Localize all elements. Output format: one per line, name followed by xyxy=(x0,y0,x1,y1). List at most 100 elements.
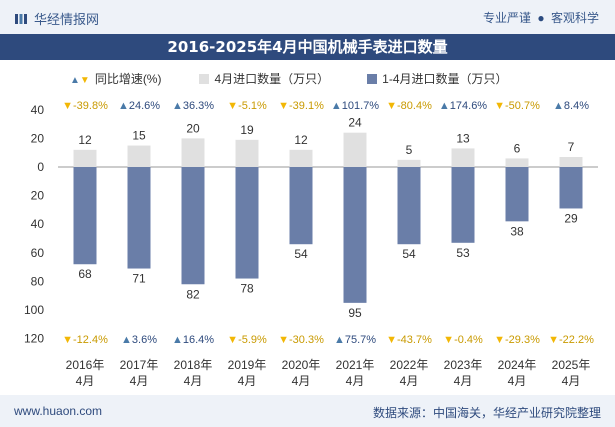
legend-cumulative-label: 1-4月进口数量（万只） xyxy=(382,72,508,86)
x-tick-label: 4月 xyxy=(184,374,203,388)
data-label-april: 19 xyxy=(240,123,254,137)
data-label-april: 7 xyxy=(568,140,575,154)
data-label-cumulative: 54 xyxy=(402,247,416,261)
data-label-april: 5 xyxy=(406,143,413,157)
x-tick-label: 2024年 xyxy=(498,358,537,372)
data-label-april: 24 xyxy=(348,116,362,130)
x-tick-label: 2021年 xyxy=(336,358,375,372)
april-growth-label: ▼-50.7% xyxy=(494,100,540,112)
legend: ▲▼ 同比增速(%) 4月进口数量（万只） 1-4月进口数量（万只） xyxy=(70,70,508,87)
april-growth-label: ▲101.7% xyxy=(331,100,379,112)
legend-april: 4月进口数量（万只） xyxy=(199,70,329,87)
bar-april xyxy=(505,158,529,167)
april-growth-label: ▼-39.1% xyxy=(278,100,324,112)
x-tick-label: 4月 xyxy=(454,374,473,388)
data-label-april: 12 xyxy=(294,133,308,147)
legend-cumulative-swatch xyxy=(367,73,378,84)
bar-cumulative xyxy=(397,167,421,245)
x-tick-label: 4月 xyxy=(130,374,149,388)
cumulative-growth-label: ▲75.7% xyxy=(334,334,376,346)
bar-cumulative xyxy=(127,167,151,269)
tagline-right: 客观科学 xyxy=(550,11,599,25)
x-tick-label: 2023年 xyxy=(444,358,483,372)
header-bar: 华经情报网 专业严谨 ● 客观科学 xyxy=(0,0,615,34)
cumulative-growth-label: ▼-12.4% xyxy=(62,334,108,346)
bar-cumulative xyxy=(289,167,313,245)
x-tick-label: 2019年 xyxy=(228,358,267,372)
data-label-cumulative: 38 xyxy=(510,224,524,238)
april-growth-label: ▲24.6% xyxy=(118,100,160,112)
x-tick-label: 2022年 xyxy=(390,358,429,372)
chart-area: 40 20 0 20 40 60 80 100 120 12 68 ▼-39.8% ▼-12.4% 201… xyxy=(24,100,598,388)
data-label-april: 13 xyxy=(456,131,470,145)
cumulative-growth-label: ▼-30.3% xyxy=(278,334,324,346)
brand-logo-icon xyxy=(15,13,27,24)
data-label-cumulative: 71 xyxy=(132,272,146,286)
dot-separator-icon: ● xyxy=(537,11,545,25)
bar-april xyxy=(343,132,367,167)
y-tick-label: 120 xyxy=(24,332,44,346)
bar-cumulative xyxy=(73,167,97,265)
x-tick-label: 4月 xyxy=(292,374,311,388)
bar-april xyxy=(451,148,475,167)
bar-april xyxy=(181,138,205,167)
legend-triangle-icon: ▲▼ xyxy=(70,74,90,86)
data-label-cumulative: 82 xyxy=(186,287,200,301)
y-tick-label: 20 xyxy=(31,189,45,203)
y-tick-label: 20 xyxy=(31,131,45,145)
x-tick-label: 2025年 xyxy=(552,358,591,372)
bar-april xyxy=(127,145,151,167)
data-label-cumulative: 54 xyxy=(294,247,308,261)
bar-april xyxy=(289,149,313,167)
april-growth-label: ▼-39.8% xyxy=(62,100,108,112)
legend-growth: ▲▼ 同比增速(%) xyxy=(70,70,161,87)
x-tick-label: 4月 xyxy=(76,374,95,388)
tagline: 专业严谨 ● 客观科学 xyxy=(483,9,599,26)
cumulative-growth-label: ▼-43.7% xyxy=(386,334,432,346)
legend-cumulative: 1-4月进口数量（万只） xyxy=(367,70,508,87)
brand-name: 华经情报网 xyxy=(34,12,100,27)
april-growth-label: ▼-5.1% xyxy=(227,100,267,112)
bar-cumulative xyxy=(343,167,367,303)
data-label-cumulative: 78 xyxy=(240,282,254,296)
title-bar: 2016-2025年4月中国机械手表进口数量 xyxy=(0,34,615,60)
y-tick-label: 40 xyxy=(31,217,45,231)
chart-title: 2016-2025年4月中国机械手表进口数量 xyxy=(167,38,448,56)
footer-url[interactable]: www.huaon.com xyxy=(14,404,103,418)
data-label-april: 12 xyxy=(78,133,92,147)
data-label-cumulative: 29 xyxy=(564,211,578,225)
bar-cumulative xyxy=(505,167,529,222)
cumulative-growth-label: ▼-29.3% xyxy=(494,334,540,346)
april-growth-label: ▲174.6% xyxy=(439,100,487,112)
bar-cumulative xyxy=(559,167,583,209)
cumulative-growth-label: ▼-5.9% xyxy=(227,334,267,346)
bar-april xyxy=(235,139,259,167)
data-label-cumulative: 95 xyxy=(348,306,362,320)
x-tick-label: 2020年 xyxy=(282,358,321,372)
april-growth-label: ▲36.3% xyxy=(172,100,214,112)
y-tick-label: 80 xyxy=(31,274,45,288)
cumulative-growth-label: ▼-22.2% xyxy=(548,334,594,346)
x-tick-label: 4月 xyxy=(400,374,419,388)
y-tick-label: 60 xyxy=(31,246,45,260)
brand[interactable]: 华经情报网 xyxy=(14,9,99,28)
tagline-left: 专业严谨 xyxy=(483,11,532,25)
y-tick-label: 0 xyxy=(37,160,44,174)
data-label-cumulative: 53 xyxy=(456,246,470,260)
april-growth-label: ▲8.4% xyxy=(553,100,589,112)
data-label-april: 6 xyxy=(514,141,521,155)
legend-april-swatch xyxy=(199,73,210,84)
data-label-cumulative: 68 xyxy=(78,267,92,281)
cumulative-growth-label: ▼-0.4% xyxy=(443,334,483,346)
x-tick-label: 4月 xyxy=(346,374,365,388)
bar-april xyxy=(559,156,583,167)
legend-growth-label: 同比增速(%) xyxy=(94,72,162,86)
bar-cumulative xyxy=(451,167,475,243)
footer-bar: www.huaon.com 数据来源：中国海关，华经产业研究院整理 xyxy=(0,395,615,427)
x-tick-label: 2018年 xyxy=(174,358,213,372)
x-tick-label: 4月 xyxy=(508,374,527,388)
x-tick-label: 4月 xyxy=(562,374,581,388)
data-label-april: 15 xyxy=(132,129,146,143)
y-tick-label: 100 xyxy=(24,303,44,317)
y-tick-label: 40 xyxy=(31,103,45,117)
